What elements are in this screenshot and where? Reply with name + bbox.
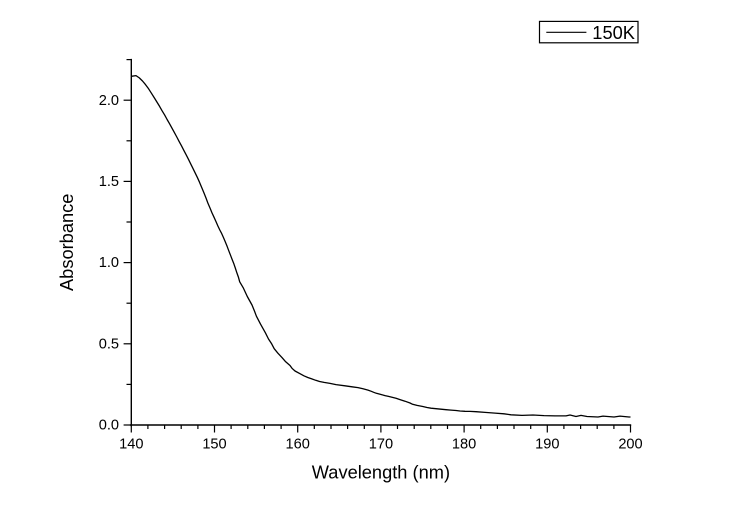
svg-text:0.0: 0.0 xyxy=(99,418,119,434)
svg-text:140: 140 xyxy=(119,437,143,453)
svg-text:180: 180 xyxy=(452,437,476,453)
svg-text:160: 160 xyxy=(286,437,310,453)
svg-text:1.5: 1.5 xyxy=(99,174,119,190)
svg-text:150K: 150K xyxy=(592,22,635,43)
svg-text:Wavelength (nm): Wavelength (nm) xyxy=(312,462,450,483)
svg-text:2.0: 2.0 xyxy=(99,93,119,109)
svg-text:0.5: 0.5 xyxy=(99,336,119,352)
svg-text:200: 200 xyxy=(618,437,642,453)
svg-text:1.0: 1.0 xyxy=(99,255,119,271)
svg-text:Absorbance: Absorbance xyxy=(56,194,77,291)
svg-text:190: 190 xyxy=(535,437,559,453)
svg-text:170: 170 xyxy=(369,437,393,453)
svg-text:150: 150 xyxy=(202,437,226,453)
